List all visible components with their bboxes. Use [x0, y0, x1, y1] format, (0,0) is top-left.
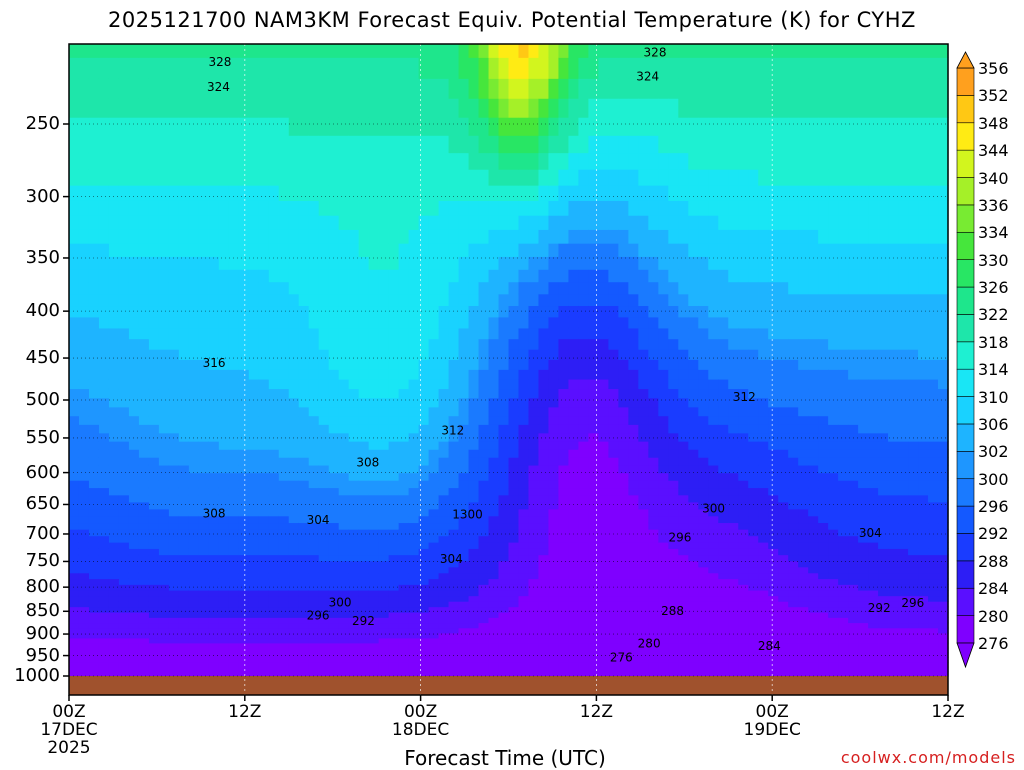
- colorbar-label: 340: [978, 169, 1009, 188]
- colorbar-max-arrow: [957, 52, 974, 68]
- colorbar-label: 352: [978, 86, 1009, 105]
- y-tick-label: 450: [4, 347, 60, 368]
- colorbar-swatch: [957, 314, 974, 341]
- contour-label: 280: [638, 637, 661, 651]
- colorbar-swatch: [957, 479, 974, 506]
- colorbar-swatch: [957, 506, 974, 533]
- colorbar-swatch: [957, 342, 974, 369]
- contour-label: 316: [203, 356, 226, 370]
- x-tick-label: 12Z: [556, 703, 636, 721]
- colorbar-swatch: [957, 424, 974, 451]
- colorbar-swatch: [957, 533, 974, 560]
- colorbar-label: 288: [978, 552, 1009, 571]
- colorbar-label: 336: [978, 196, 1009, 215]
- y-tick-label: 950: [4, 645, 60, 666]
- contour-label: 296: [307, 609, 330, 623]
- x-tick-label: 12Z: [205, 703, 285, 721]
- contour-label: 292: [352, 614, 375, 628]
- colorbar-swatch: [957, 150, 974, 177]
- contour-label: 324: [207, 80, 230, 94]
- colorbar-label: 296: [978, 497, 1009, 516]
- y-tick-label: 750: [4, 550, 60, 571]
- colorbar-label: 292: [978, 524, 1009, 543]
- y-tick-label: 500: [4, 389, 60, 410]
- y-tick-label: 650: [4, 493, 60, 514]
- contour-label: 276: [610, 650, 633, 664]
- contour-label: 304: [307, 513, 330, 527]
- colorbar-label: 356: [978, 59, 1009, 78]
- contour-label: 328: [208, 55, 231, 69]
- contour-label: 296: [901, 596, 924, 610]
- x-axis-title: Forecast Time (UTC): [330, 746, 680, 770]
- y-tick-label: 600: [4, 462, 60, 483]
- y-tick-label: 850: [4, 600, 60, 621]
- contour-label: 300: [329, 596, 352, 610]
- colorbar-swatch: [957, 68, 974, 95]
- colorbar-label: 310: [978, 388, 1009, 407]
- colorbar-swatch: [957, 397, 974, 424]
- colorbar-label: 322: [978, 305, 1009, 324]
- colorbar-label: 284: [978, 579, 1009, 598]
- contour-label: 304: [859, 526, 882, 540]
- y-tick-label: 350: [4, 247, 60, 268]
- colorbar-label: 326: [978, 278, 1009, 297]
- y-tick-label: 700: [4, 523, 60, 544]
- colorbar-label: 318: [978, 333, 1009, 352]
- colorbar-swatch: [957, 232, 974, 259]
- colorbar-swatch: [957, 287, 974, 314]
- colorbar-min-arrow: [957, 643, 974, 667]
- colorbar-swatch: [957, 123, 974, 150]
- colorbar-swatch: [957, 260, 974, 287]
- colorbar-label: 276: [978, 634, 1009, 653]
- y-tick-label: 300: [4, 186, 60, 207]
- colorbar-swatch: [957, 369, 974, 396]
- contour-label: 324: [636, 69, 659, 83]
- y-tick-label: 550: [4, 427, 60, 448]
- y-tick-label: 1000: [4, 665, 60, 686]
- credit-text: coolwx.com/models: [841, 748, 1016, 767]
- colorbar-swatch: [957, 616, 974, 643]
- colorbar-swatch: [957, 588, 974, 615]
- colorbar-label: 330: [978, 251, 1009, 270]
- colorbar-label: 280: [978, 607, 1009, 626]
- colorbar-swatch: [957, 451, 974, 478]
- y-tick-label: 800: [4, 576, 60, 597]
- colorbar-label: 334: [978, 223, 1009, 242]
- y-tick-label: 400: [4, 300, 60, 321]
- y-tick-label: 900: [4, 623, 60, 644]
- contour-label: 300: [702, 501, 725, 515]
- x-tick-label: 12Z: [908, 703, 988, 721]
- contour-label: 312: [733, 390, 756, 404]
- colorbar-swatch: [957, 95, 974, 122]
- colorbar-label: 344: [978, 141, 1009, 160]
- contour-label: 328: [644, 45, 667, 59]
- colorbar-label: 306: [978, 415, 1009, 434]
- contour-label: 312: [441, 423, 464, 437]
- y-tick-label: 250: [4, 113, 60, 134]
- colorbar-label: 300: [978, 470, 1009, 489]
- colorbar-swatch: [957, 561, 974, 588]
- colorbar-swatch: [957, 205, 974, 232]
- contour-label: 308: [356, 456, 379, 470]
- contour-label: 292: [868, 601, 891, 615]
- colorbar: [957, 52, 974, 667]
- colorbar-swatch: [957, 178, 974, 205]
- colorbar-label: 348: [978, 114, 1009, 133]
- contour-label: 1300: [452, 507, 483, 521]
- contour-label: 284: [758, 639, 781, 653]
- contour-label: 288: [661, 604, 684, 618]
- contour-label: 296: [668, 530, 691, 544]
- ground-strip: [69, 676, 948, 695]
- contour-label: 308: [203, 507, 226, 521]
- contour-label: 304: [440, 552, 463, 566]
- colorbar-label: 314: [978, 360, 1009, 379]
- theta-e-field: [69, 44, 949, 677]
- colorbar-label: 302: [978, 442, 1009, 461]
